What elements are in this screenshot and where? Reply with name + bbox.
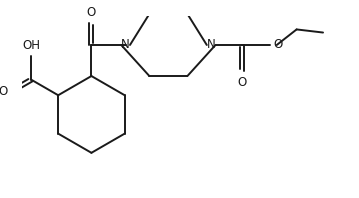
Text: O: O	[0, 85, 8, 98]
Text: N: N	[121, 38, 130, 51]
Text: O: O	[238, 76, 247, 89]
Text: O: O	[87, 6, 96, 19]
Text: O: O	[273, 38, 283, 51]
Text: N: N	[207, 38, 215, 51]
Text: OH: OH	[22, 39, 40, 52]
